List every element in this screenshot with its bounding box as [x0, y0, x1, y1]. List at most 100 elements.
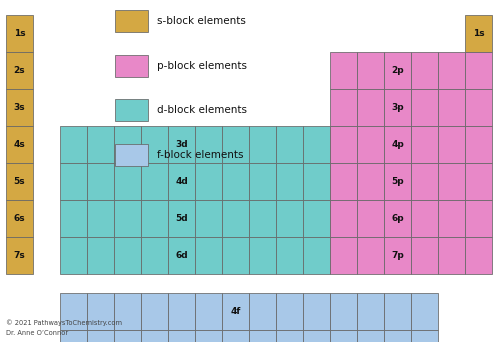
Bar [168, 163, 195, 200]
Bar [357, 89, 384, 126]
Bar [6, 15, 33, 52]
Bar [357, 200, 384, 237]
Bar [330, 330, 357, 342]
Bar [276, 126, 303, 163]
Bar [168, 293, 195, 330]
Bar [222, 126, 249, 163]
Bar [438, 126, 465, 163]
Bar [303, 293, 330, 330]
Text: 4d: 4d [175, 177, 188, 186]
Bar [438, 52, 465, 89]
Bar [6, 89, 33, 126]
Text: 3p: 3p [391, 103, 404, 112]
Text: © 2021 PathwaysToChemistry.com: © 2021 PathwaysToChemistry.com [6, 319, 122, 326]
Text: 2s: 2s [14, 66, 26, 75]
Bar [357, 293, 384, 330]
Text: Dr. Anne O’Connor: Dr. Anne O’Connor [6, 330, 68, 336]
Bar [141, 163, 168, 200]
Bar [384, 89, 411, 126]
Bar [303, 163, 330, 200]
Text: p-block elements: p-block elements [156, 61, 246, 71]
Bar [411, 330, 438, 342]
Bar [411, 163, 438, 200]
Bar [357, 163, 384, 200]
Text: 6p: 6p [391, 214, 404, 223]
Bar [438, 200, 465, 237]
Bar [195, 237, 222, 274]
Bar [6, 237, 33, 274]
Bar [357, 52, 384, 89]
Text: 7p: 7p [391, 251, 404, 260]
Bar [249, 163, 276, 200]
Bar [411, 237, 438, 274]
Text: d-block elements: d-block elements [156, 105, 246, 115]
Bar [168, 200, 195, 237]
Bar [465, 163, 492, 200]
Bar [303, 200, 330, 237]
Bar [330, 163, 357, 200]
Bar [222, 237, 249, 274]
Bar [330, 89, 357, 126]
Bar [249, 200, 276, 237]
Bar [357, 237, 384, 274]
Bar [276, 200, 303, 237]
Bar [249, 126, 276, 163]
Bar [330, 200, 357, 237]
Bar [384, 237, 411, 274]
Bar [384, 52, 411, 89]
Bar [276, 237, 303, 274]
Bar [222, 163, 249, 200]
Bar [60, 126, 87, 163]
Bar [465, 89, 492, 126]
Bar [115, 99, 148, 121]
Bar [168, 237, 195, 274]
Text: 5d: 5d [175, 214, 188, 223]
Bar [87, 237, 114, 274]
Bar [330, 293, 357, 330]
Bar [114, 330, 141, 342]
Bar [357, 126, 384, 163]
Bar [276, 293, 303, 330]
Bar [141, 237, 168, 274]
Bar [60, 237, 87, 274]
Bar [87, 126, 114, 163]
Bar [465, 15, 492, 52]
Bar [195, 293, 222, 330]
Text: 4p: 4p [391, 140, 404, 149]
Bar [465, 237, 492, 274]
Bar [114, 237, 141, 274]
Bar [87, 330, 114, 342]
Bar [411, 89, 438, 126]
Text: 6d: 6d [175, 251, 188, 260]
Bar [276, 163, 303, 200]
Bar [465, 52, 492, 89]
Text: 7s: 7s [14, 251, 26, 260]
Text: 1s: 1s [472, 29, 484, 38]
Bar [249, 330, 276, 342]
Bar [411, 52, 438, 89]
Bar [411, 293, 438, 330]
Bar [330, 237, 357, 274]
Bar [6, 163, 33, 200]
Bar [87, 163, 114, 200]
Bar [465, 200, 492, 237]
Bar [411, 200, 438, 237]
Bar [384, 200, 411, 237]
Bar [222, 200, 249, 237]
Bar [438, 237, 465, 274]
Bar [141, 330, 168, 342]
Text: f-block elements: f-block elements [156, 150, 243, 160]
Text: 6s: 6s [14, 214, 26, 223]
Bar [438, 163, 465, 200]
Bar [303, 237, 330, 274]
Bar [384, 330, 411, 342]
Bar [303, 126, 330, 163]
Bar [222, 330, 249, 342]
Text: 4s: 4s [14, 140, 26, 149]
Text: 2p: 2p [391, 66, 404, 75]
Bar [303, 330, 330, 342]
Bar [276, 330, 303, 342]
Bar [60, 293, 87, 330]
Bar [384, 163, 411, 200]
Bar [357, 330, 384, 342]
